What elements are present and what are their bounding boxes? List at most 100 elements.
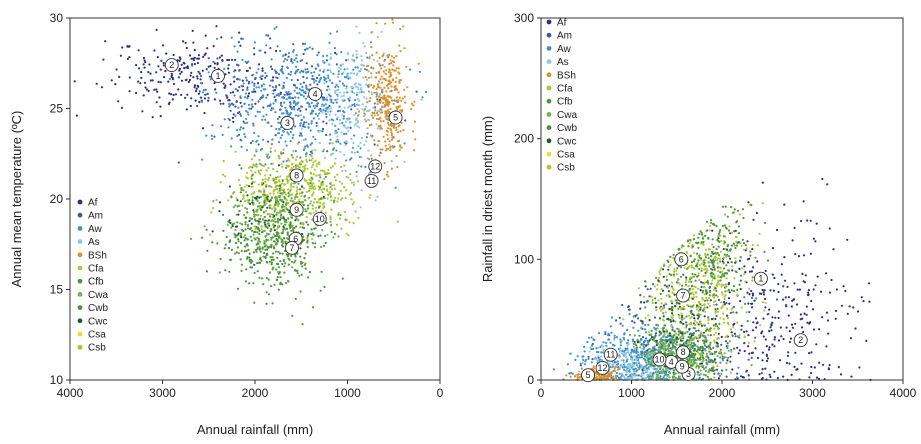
left-point-aw <box>326 69 329 72</box>
left-point-cfa <box>276 227 279 231</box>
right-point-af <box>777 310 781 313</box>
left-point-bsh <box>403 47 406 50</box>
left-point-aw <box>370 66 373 69</box>
left-point-bsh <box>410 107 413 111</box>
left-point-as <box>319 130 322 133</box>
left-point-aw <box>307 126 310 129</box>
right-point-af <box>742 376 745 379</box>
right-point-am <box>640 300 643 303</box>
left-point-aw <box>207 71 210 74</box>
left-point-aw <box>308 105 311 108</box>
right-point-af <box>764 338 767 341</box>
left-point-aw <box>332 147 336 150</box>
left-point-aw <box>327 74 330 77</box>
left-point-am <box>229 109 232 112</box>
left-point-as <box>336 89 339 92</box>
left-point-bsh <box>393 56 396 60</box>
left-point-aw <box>303 125 306 129</box>
left-point-cwb <box>281 283 284 286</box>
right-point-af <box>771 321 774 324</box>
left-point-cfa <box>319 169 323 172</box>
left-point-cwc <box>231 225 234 228</box>
left-point-as <box>345 127 348 130</box>
left-point-csb <box>357 164 360 167</box>
left-point-cfb <box>237 240 240 243</box>
left-point-aw <box>270 109 273 112</box>
left-point-bsh <box>385 173 388 176</box>
right-point-cfa <box>707 347 710 350</box>
right-point-cfa <box>674 320 677 323</box>
left-point-cfb <box>256 236 259 239</box>
left-point-csb <box>289 168 292 172</box>
right-point-aw <box>623 332 626 335</box>
right-point-as <box>625 371 629 374</box>
left-point-cwb <box>256 227 259 230</box>
left-point-bsh <box>398 80 401 83</box>
right-point-cfb <box>736 288 739 291</box>
left-point-cfa <box>277 205 280 208</box>
right-point-cwa <box>651 375 654 378</box>
right-point-cfa <box>691 291 694 294</box>
right-point-af <box>810 299 813 303</box>
left-point-aw <box>210 134 213 137</box>
right-point-cfb <box>721 224 725 227</box>
left-point-af <box>168 101 171 104</box>
left-point-cwc <box>229 221 232 225</box>
left-point-cfb <box>282 258 285 262</box>
right-point-af <box>770 324 773 327</box>
right-point-af <box>747 345 750 348</box>
right-point-af <box>769 375 772 378</box>
left-point-am <box>236 111 240 115</box>
left-point-cfa <box>257 183 260 186</box>
left-point-af <box>233 80 236 83</box>
left-point-aw <box>322 150 325 153</box>
left-point-cfa <box>284 193 287 196</box>
right-point-cfb <box>704 374 707 377</box>
right-point-af <box>790 323 794 326</box>
left-point-cwb <box>317 235 320 238</box>
left-point-cwa <box>259 190 262 193</box>
left-point-as <box>356 86 359 89</box>
left-point-bsh <box>387 79 390 82</box>
left-point-bsh <box>411 130 415 133</box>
left-point-cwb <box>321 180 324 183</box>
left-point-cfb <box>284 240 287 243</box>
left-point-as <box>345 120 348 123</box>
left-point-as <box>356 120 359 123</box>
left-point-bsh <box>399 27 402 31</box>
right-point-af <box>761 288 764 292</box>
left-point-cfb <box>256 231 259 234</box>
left-point-af <box>194 99 197 102</box>
right-point-af <box>760 292 763 295</box>
right-point-cfb <box>659 292 662 295</box>
left-point-as <box>341 99 344 102</box>
left-point-cwa <box>271 138 274 141</box>
right-point-aw <box>619 344 622 347</box>
left-point-cwb <box>281 245 285 248</box>
right-point-af <box>745 330 748 333</box>
right-point-af <box>777 316 780 320</box>
left-point-cfb <box>287 192 290 195</box>
right-point-cfa <box>622 318 625 321</box>
left-point-cfa <box>267 178 270 182</box>
left-point-aw <box>304 90 307 93</box>
right-point-af <box>750 302 753 305</box>
left-point-bsh <box>386 170 389 173</box>
right-point-cfb <box>741 238 745 241</box>
right-point-cfb <box>737 232 741 235</box>
left-point-bsh <box>404 101 407 104</box>
left-point-am <box>314 67 317 70</box>
right-point-as <box>632 365 635 368</box>
left-point-as <box>362 64 365 67</box>
left-point-bsh <box>403 95 406 98</box>
left-point-aw <box>288 95 291 98</box>
left-point-as <box>376 195 379 198</box>
left-point-af <box>199 78 202 81</box>
right-point-bsh <box>576 376 579 379</box>
left-point-csb <box>303 146 306 150</box>
left-point-cfa <box>368 196 371 199</box>
left-point-as <box>358 91 361 94</box>
right-point-af <box>817 377 821 380</box>
left-point-cwa <box>266 222 269 225</box>
right-point-af <box>717 377 721 380</box>
